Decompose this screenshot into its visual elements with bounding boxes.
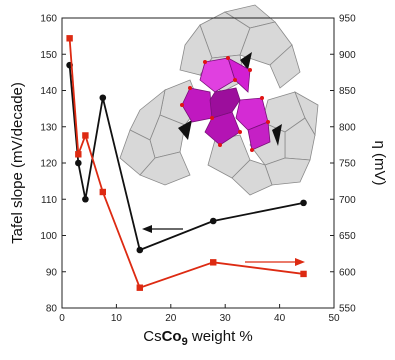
- data-point-left: [75, 159, 82, 167]
- data-point-left: [82, 195, 89, 203]
- y-axis-label-left: Tafel slope (mV/decade): [9, 82, 26, 244]
- x-tick-label: 40: [274, 313, 286, 324]
- left-tick-label: 150: [40, 50, 57, 61]
- right-tick-label: 900: [339, 50, 356, 61]
- data-point-right: [75, 151, 82, 158]
- data-point-left: [209, 217, 217, 225]
- x-axis-ticks: 0 10 20 30 40 50: [59, 304, 340, 324]
- left-tick-label: 90: [46, 267, 58, 278]
- data-point-right: [210, 259, 217, 266]
- right-tick-label: 550: [339, 304, 356, 315]
- x-tick-label: 30: [220, 313, 232, 324]
- right-tick-label: 950: [339, 14, 356, 25]
- left-tick-label: 160: [40, 14, 57, 25]
- left-tick-label: 130: [40, 122, 57, 133]
- data-point-left: [300, 199, 307, 207]
- y-axis-label-right: η (mV): [371, 141, 388, 186]
- right-tick-label: 750: [339, 159, 356, 170]
- right-axis-arrow: [245, 258, 305, 266]
- x-axis-label: CsCo9 weight %: [143, 328, 253, 348]
- right-axis-ticks: 550 600 650 700 750 800 850 900 950: [330, 14, 356, 315]
- left-axis-ticks: 80 90 100 110 120 130 140 150 160: [40, 14, 66, 315]
- right-tick-label: 650: [339, 231, 356, 242]
- data-point-right: [300, 270, 307, 278]
- polyoxometalate-structure-inset: [119, 4, 319, 196]
- x-tick-label: 0: [59, 313, 65, 324]
- data-point-left: [99, 94, 107, 102]
- left-tick-label: 120: [40, 159, 57, 170]
- data-point-right: [99, 188, 106, 196]
- right-tick-label: 600: [339, 267, 356, 278]
- series-layer: [66, 35, 307, 291]
- left-tick-label: 100: [40, 231, 57, 242]
- data-point-left: [136, 246, 144, 254]
- x-tick-label: 10: [111, 313, 123, 324]
- left-tick-label: 110: [41, 195, 57, 206]
- left-axis-arrow: [142, 225, 183, 233]
- right-tick-label: 800: [339, 122, 356, 133]
- right-tick-label: 850: [339, 86, 356, 97]
- data-point-right: [66, 35, 73, 42]
- data-point-right: [136, 284, 143, 291]
- left-tick-label: 140: [40, 86, 57, 97]
- left-tick-label: 80: [46, 304, 58, 315]
- data-point-right: [82, 132, 89, 139]
- x-tick-label: 50: [328, 313, 340, 324]
- x-tick-label: 20: [165, 313, 177, 324]
- right-tick-label: 700: [339, 195, 356, 206]
